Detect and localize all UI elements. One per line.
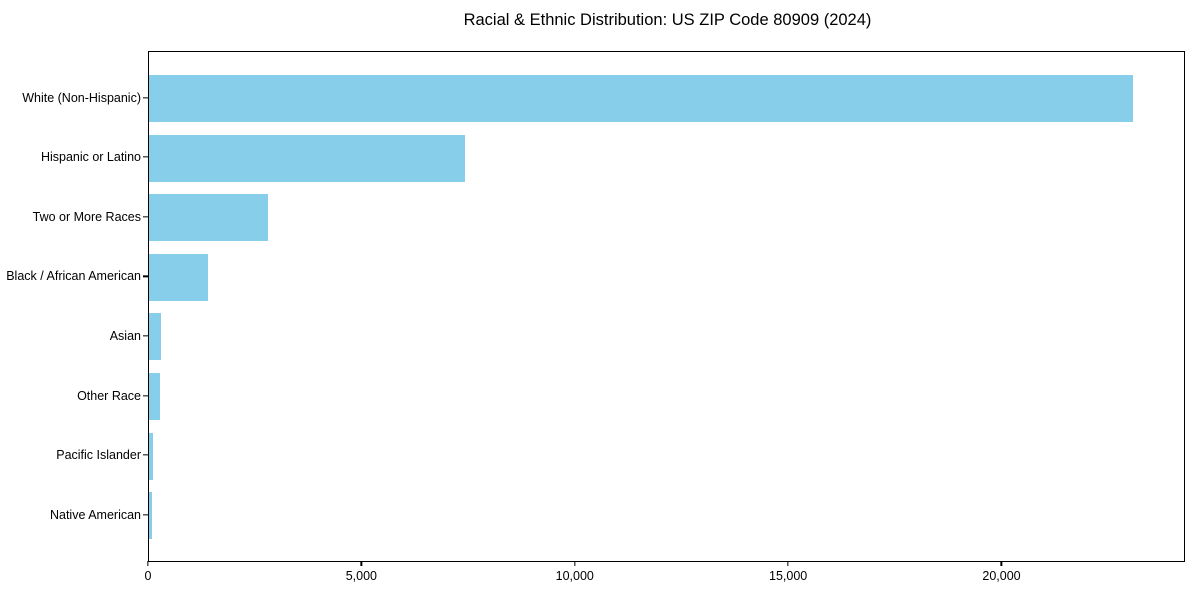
bar bbox=[149, 75, 1133, 122]
x-tick-mark bbox=[360, 561, 363, 566]
y-tick-mark bbox=[143, 454, 148, 456]
y-tick-label: Native American bbox=[49, 507, 141, 522]
y-tick-mark bbox=[143, 514, 148, 516]
y-tick-label: Hispanic or Latino bbox=[40, 150, 141, 165]
y-tick-label: Black / African American bbox=[6, 269, 141, 284]
y-tick-label: White (Non-Hispanic) bbox=[22, 90, 141, 105]
x-tick-mark bbox=[1000, 561, 1003, 566]
chart-title: Racial & Ethnic Distribution: US ZIP Cod… bbox=[463, 11, 872, 29]
x-tick-mark bbox=[574, 561, 576, 566]
y-tick-mark bbox=[143, 216, 148, 218]
bar bbox=[149, 373, 161, 420]
x-tick-mark bbox=[147, 561, 149, 566]
y-tick-mark bbox=[143, 275, 148, 277]
y-tick-label: Asian bbox=[109, 328, 141, 343]
bar bbox=[149, 253, 208, 301]
bar bbox=[149, 194, 268, 242]
x-tick-label: 10,000 bbox=[555, 569, 594, 583]
bar bbox=[149, 432, 154, 480]
x-tick-label: 15,000 bbox=[768, 569, 808, 583]
y-tick-label: Pacific Islander bbox=[56, 448, 141, 463]
plot-area bbox=[148, 51, 1185, 562]
x-tick-label: 0 bbox=[144, 569, 152, 583]
x-tick-label: 5,000 bbox=[345, 569, 377, 583]
bar bbox=[149, 492, 152, 540]
y-tick-mark bbox=[143, 335, 148, 337]
y-tick-mark bbox=[143, 394, 148, 397]
bar bbox=[149, 313, 162, 361]
x-tick-label: 20,000 bbox=[982, 569, 1021, 583]
y-tick-label: Two or More Races bbox=[32, 209, 141, 224]
x-tick-mark bbox=[787, 561, 789, 566]
bar bbox=[149, 134, 466, 182]
y-tick-label: Other Race bbox=[77, 388, 141, 403]
y-tick-mark bbox=[143, 156, 148, 158]
y-tick-mark bbox=[143, 96, 148, 99]
